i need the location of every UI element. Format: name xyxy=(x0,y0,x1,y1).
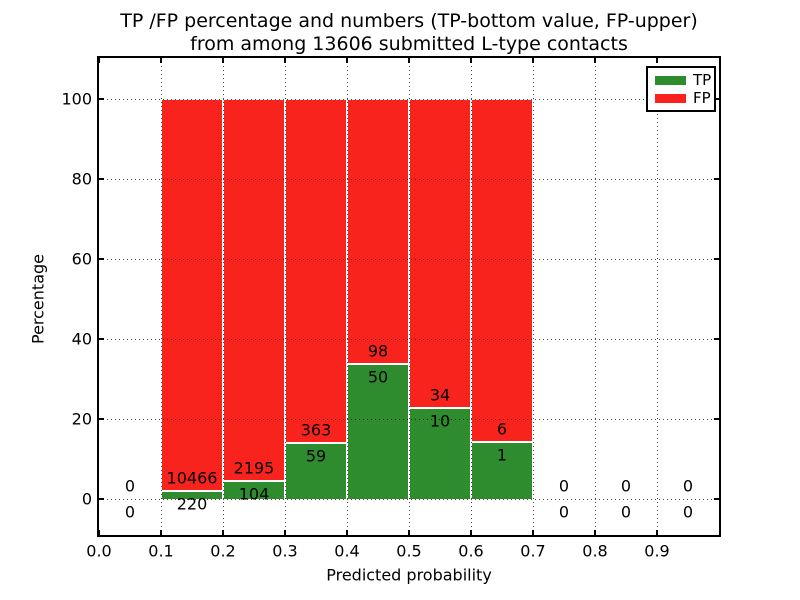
fp-count-label: 0 xyxy=(124,476,136,496)
y-tick-label: 80 xyxy=(71,169,92,189)
x-tick-label: 0.8 xyxy=(582,541,608,561)
x-tick-mark xyxy=(656,58,658,63)
x-tick-mark xyxy=(656,530,658,535)
fp-bar xyxy=(409,99,471,409)
tp-bar xyxy=(409,408,471,499)
x-tick-label: 0.5 xyxy=(396,541,422,561)
fp-count-label: 0 xyxy=(620,476,632,496)
x-tick-mark xyxy=(470,530,472,535)
chart-title-line2: from among 13606 submitted L-type contac… xyxy=(190,33,628,55)
x-tick-label: 0.9 xyxy=(644,541,670,561)
tp-bar xyxy=(347,363,409,499)
y-tick-mark xyxy=(99,258,104,260)
x-tick-mark xyxy=(346,530,348,535)
plot-area xyxy=(97,56,721,537)
y-tick-label: 100 xyxy=(61,89,92,109)
y-tick-mark xyxy=(99,498,104,500)
x-tick-mark xyxy=(594,58,596,63)
fp-swatch-icon xyxy=(655,93,686,103)
tp-count-label: 59 xyxy=(305,446,327,466)
v-gridline xyxy=(657,58,658,535)
tp-bar xyxy=(471,441,533,499)
x-tick-mark xyxy=(98,58,100,63)
v-gridline xyxy=(223,58,224,535)
x-tick-mark xyxy=(346,58,348,63)
tp-count-label: 220 xyxy=(176,494,208,514)
tp-count-label: 0 xyxy=(620,502,632,522)
v-gridline xyxy=(595,58,596,535)
v-gridline xyxy=(533,58,534,535)
fp-count-label: 6 xyxy=(496,419,508,439)
tp-count-label: 50 xyxy=(367,367,389,387)
x-tick-label: 0.4 xyxy=(334,541,360,561)
y-tick-mark xyxy=(714,178,719,180)
legend-entry-tp: TP xyxy=(648,70,714,89)
fp-bar xyxy=(223,99,285,481)
legend-label: FP xyxy=(693,88,711,107)
x-tick-label: 0.6 xyxy=(458,541,484,561)
tp-count-label: 0 xyxy=(558,502,570,522)
fp-bar xyxy=(161,99,223,491)
fp-bar xyxy=(285,99,347,444)
y-tick-mark xyxy=(99,178,104,180)
y-tick-label: 40 xyxy=(71,329,92,349)
fp-count-label: 10466 xyxy=(166,468,218,488)
tp-count-label: 0 xyxy=(682,502,694,522)
y-tick-label: 0 xyxy=(81,489,92,509)
x-tick-label: 0.3 xyxy=(272,541,298,561)
y-tick-mark xyxy=(99,338,104,340)
y-tick-mark xyxy=(714,498,719,500)
x-tick-label: 0.2 xyxy=(210,541,236,561)
fp-count-label: 0 xyxy=(682,476,694,496)
x-tick-mark xyxy=(284,530,286,535)
tp-count-label: 1 xyxy=(496,445,508,465)
x-tick-mark xyxy=(470,58,472,63)
y-tick-mark xyxy=(714,98,719,100)
tp-count-label: 10 xyxy=(429,411,451,431)
y-tick-mark xyxy=(714,258,719,260)
v-gridline xyxy=(285,58,286,535)
legend: TP FP xyxy=(646,66,716,112)
v-gridline xyxy=(161,58,162,535)
y-tick-mark xyxy=(99,418,104,420)
x-tick-label: 0.0 xyxy=(86,541,112,561)
fp-count-label: 2195 xyxy=(233,458,275,478)
x-tick-mark xyxy=(160,530,162,535)
x-tick-mark xyxy=(408,530,410,535)
chart-title: TP /FP percentage and numbers (TP-bottom… xyxy=(99,10,719,56)
x-tick-mark xyxy=(222,58,224,63)
x-tick-mark xyxy=(408,58,410,63)
x-axis-label: Predicted probability xyxy=(326,565,492,585)
fp-count-label: 0 xyxy=(558,476,570,496)
x-tick-mark xyxy=(532,530,534,535)
x-tick-label: 0.7 xyxy=(520,541,546,561)
x-tick-label: 0.1 xyxy=(148,541,174,561)
v-gridline xyxy=(471,58,472,535)
x-tick-mark xyxy=(532,58,534,63)
x-tick-mark xyxy=(222,530,224,535)
legend-label: TP xyxy=(693,70,712,89)
y-tick-label: 60 xyxy=(71,249,92,269)
fp-count-label: 34 xyxy=(429,385,451,405)
fp-count-label: 98 xyxy=(367,341,389,361)
y-tick-label: 20 xyxy=(71,409,92,429)
tp-swatch-icon xyxy=(655,75,686,85)
x-tick-mark xyxy=(594,530,596,535)
y-tick-mark xyxy=(714,338,719,340)
x-tick-mark xyxy=(160,58,162,63)
y-tick-mark xyxy=(99,98,104,100)
y-tick-mark xyxy=(714,418,719,420)
chart-title-line1: TP /FP percentage and numbers (TP-bottom… xyxy=(120,10,698,32)
v-gridline xyxy=(409,58,410,535)
legend-entry-fp: FP xyxy=(648,88,714,107)
v-gridline xyxy=(347,58,348,535)
tp-count-label: 0 xyxy=(124,502,136,522)
x-tick-mark xyxy=(284,58,286,63)
tp-count-label: 104 xyxy=(238,484,270,504)
fp-count-label: 363 xyxy=(300,420,332,440)
x-tick-mark xyxy=(98,530,100,535)
fp-bar xyxy=(471,99,533,442)
fp-bar xyxy=(347,99,409,364)
